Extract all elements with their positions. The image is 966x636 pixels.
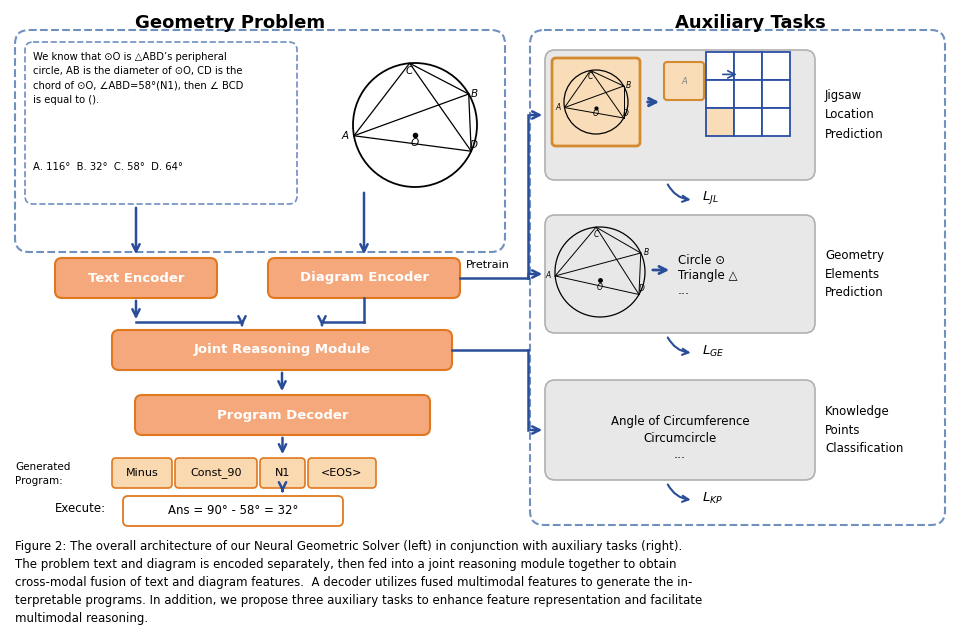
Bar bbox=[762, 52, 790, 80]
Text: Jigsaw
Location
Prediction: Jigsaw Location Prediction bbox=[825, 90, 884, 141]
Bar bbox=[706, 52, 734, 80]
Bar bbox=[734, 52, 762, 80]
Bar bbox=[762, 80, 790, 108]
Bar bbox=[734, 80, 762, 108]
FancyBboxPatch shape bbox=[545, 50, 815, 180]
FancyBboxPatch shape bbox=[112, 330, 452, 370]
Text: Text Encoder: Text Encoder bbox=[88, 272, 185, 284]
Text: A. 116°  B. 32°  C. 58°  D. 64°: A. 116° B. 32° C. 58° D. 64° bbox=[33, 162, 183, 172]
Text: C: C bbox=[406, 66, 413, 76]
Bar bbox=[762, 108, 790, 136]
Text: C: C bbox=[593, 230, 599, 238]
Text: $L_{GE}$: $L_{GE}$ bbox=[701, 343, 724, 359]
Text: D: D bbox=[639, 284, 645, 293]
Text: Pretrain: Pretrain bbox=[466, 260, 510, 270]
Text: Ans = 90° - 58° = 32°: Ans = 90° - 58° = 32° bbox=[168, 504, 298, 518]
Text: Auxiliary Tasks: Auxiliary Tasks bbox=[674, 14, 825, 32]
Text: Joint Reasoning Module: Joint Reasoning Module bbox=[193, 343, 371, 357]
Text: Angle of Circumference: Angle of Circumference bbox=[611, 415, 750, 429]
Text: ...: ... bbox=[678, 284, 690, 296]
Bar bbox=[734, 108, 762, 136]
FancyBboxPatch shape bbox=[55, 258, 217, 298]
Text: D: D bbox=[470, 140, 478, 150]
Text: Circle ⊙: Circle ⊙ bbox=[678, 254, 725, 266]
Text: $L_{KP}$: $L_{KP}$ bbox=[701, 490, 723, 506]
FancyBboxPatch shape bbox=[545, 380, 815, 480]
Text: We know that ⊙O is △ABD’s peripheral
circle, AB is the diameter of ⊙O, CD is the: We know that ⊙O is △ABD’s peripheral cir… bbox=[33, 52, 243, 105]
Text: N1: N1 bbox=[274, 468, 290, 478]
Text: Execute:: Execute: bbox=[55, 502, 106, 515]
Text: O: O bbox=[593, 109, 599, 118]
Text: A: A bbox=[546, 272, 551, 280]
Text: ...: ... bbox=[674, 448, 686, 460]
Text: Knowledge
Points
Classification: Knowledge Points Classification bbox=[825, 404, 903, 455]
Text: Geometry
Elements
Prediction: Geometry Elements Prediction bbox=[825, 249, 884, 300]
FancyBboxPatch shape bbox=[123, 496, 343, 526]
Text: Circumcircle: Circumcircle bbox=[643, 431, 717, 445]
Text: Triangle △: Triangle △ bbox=[678, 268, 737, 282]
Text: Minus: Minus bbox=[126, 468, 158, 478]
Bar bbox=[706, 108, 734, 136]
Text: $L_{JL}$: $L_{JL}$ bbox=[701, 190, 718, 207]
Text: A: A bbox=[341, 131, 349, 141]
Text: O: O bbox=[597, 284, 603, 293]
Text: O: O bbox=[411, 138, 419, 148]
Text: C: C bbox=[587, 72, 593, 81]
Text: B: B bbox=[644, 249, 649, 258]
Text: D: D bbox=[623, 109, 629, 118]
Text: Figure 2: The overall architecture of our Neural Geometric Solver (left) in conj: Figure 2: The overall architecture of ou… bbox=[15, 540, 702, 625]
FancyBboxPatch shape bbox=[260, 458, 305, 488]
FancyBboxPatch shape bbox=[268, 258, 460, 298]
FancyBboxPatch shape bbox=[545, 215, 815, 333]
Text: A: A bbox=[555, 103, 561, 112]
Text: Const_90: Const_90 bbox=[190, 467, 242, 478]
Text: A: A bbox=[681, 76, 687, 85]
FancyBboxPatch shape bbox=[135, 395, 430, 435]
Text: <EOS>: <EOS> bbox=[322, 468, 362, 478]
Bar bbox=[706, 80, 734, 108]
FancyBboxPatch shape bbox=[552, 58, 640, 146]
FancyBboxPatch shape bbox=[112, 458, 172, 488]
Text: Geometry Problem: Geometry Problem bbox=[135, 14, 326, 32]
FancyBboxPatch shape bbox=[664, 62, 704, 100]
FancyBboxPatch shape bbox=[308, 458, 376, 488]
Text: Generated
Program:: Generated Program: bbox=[15, 462, 71, 486]
Text: B: B bbox=[471, 89, 478, 99]
Text: Program Decoder: Program Decoder bbox=[216, 408, 349, 422]
FancyBboxPatch shape bbox=[175, 458, 257, 488]
Text: Diagram Encoder: Diagram Encoder bbox=[299, 272, 429, 284]
Text: B: B bbox=[626, 81, 632, 90]
